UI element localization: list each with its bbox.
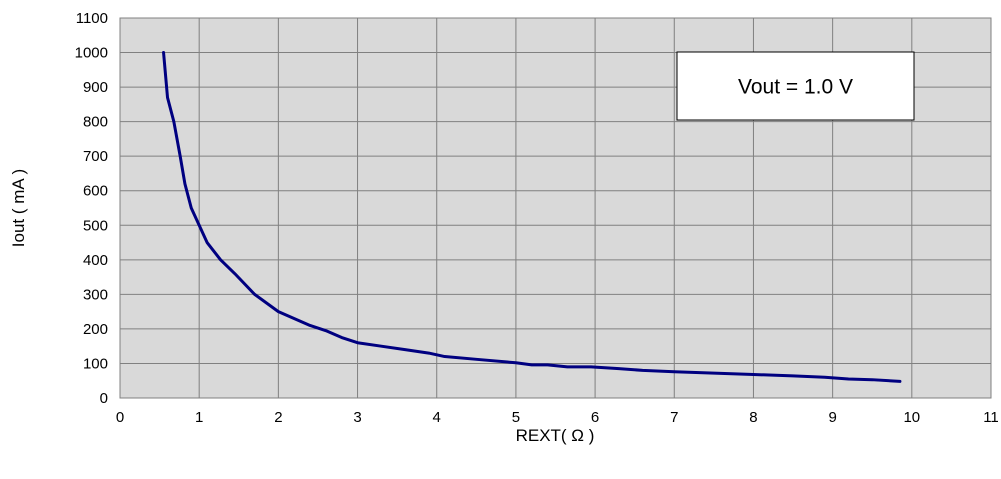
y-tick-label: 1100 [76,10,108,27]
y-tick-label: 800 [83,114,108,131]
series-line [162,51,902,383]
y-tick-label: 700 [83,148,108,165]
y-tick-label: 500 [83,217,108,234]
y-tick-label: 300 [83,286,108,303]
y-axis-label: Iout ( mA ) [9,169,28,247]
x-tick-label: 9 [828,409,836,426]
y-tick-label: 600 [83,183,108,200]
y-axis-ticks: 0 100 200 300 400 500 600 700 800 900 1000 1100 [75,10,108,407]
x-tick-label: 4 [433,409,441,426]
x-tick-label: 10 [903,409,920,426]
annotation-box [676,51,915,121]
y-tick-label: 900 [83,79,108,96]
x-tick-label: 3 [353,409,361,426]
plot-border [119,17,992,399]
x-axis-ticks: 0 1 2 3 4 5 6 7 8 9 10 11 [116,409,999,426]
x-tick-label: 6 [591,409,599,426]
x-tick-label: 0 [116,409,124,426]
y-tick-label: 400 [83,252,108,269]
x-tick-label: 8 [749,409,757,426]
x-tick-label: 1 [195,409,203,426]
y-tick-label: 200 [83,321,108,338]
x-tick-label: 5 [512,409,520,426]
y-tick-label: 100 [83,355,108,372]
x-tick-label: 11 [983,409,999,426]
annotation-text: Vout = 1.0 V [738,76,853,99]
x-tick-label: 7 [670,409,678,426]
y-tick-label: 1000 [75,45,108,62]
x-tick-label: 2 [274,409,282,426]
x-axis-label: REXT( Ω ) [516,426,595,445]
y-tick-label: 0 [100,390,108,407]
